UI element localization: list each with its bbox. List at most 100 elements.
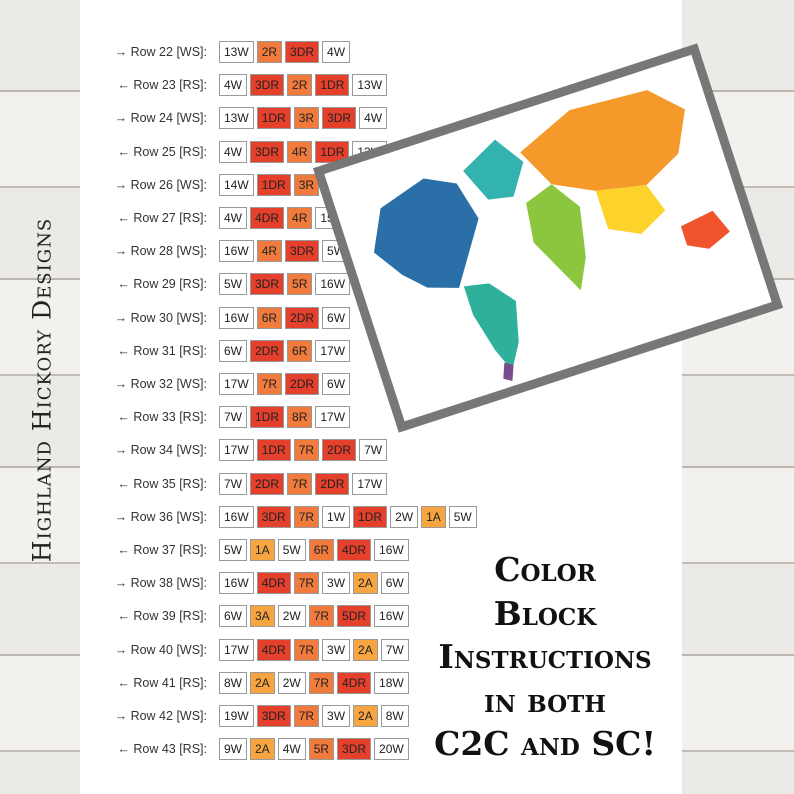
pattern-row: → Row 34 [WS]: 17W 1DR 7R 2DR 7W: [80, 438, 390, 462]
color-block: 20W: [374, 738, 409, 761]
color-block: 2R: [287, 74, 313, 97]
color-block: 1DR: [250, 406, 285, 429]
color-block: 6W: [322, 306, 351, 329]
color-block: 7R: [293, 638, 320, 661]
color-block: 4DR: [250, 207, 285, 229]
color-block: 7W: [380, 638, 409, 661]
row-label: → Row 24 [WS]:: [114, 111, 207, 126]
color-block: 5W: [448, 505, 477, 528]
color-block: 1DR: [353, 505, 388, 528]
color-block: 1A: [421, 505, 446, 528]
row-label: ← Row 31 [RS]:: [117, 343, 207, 358]
color-block: 4DR: [337, 671, 372, 694]
pattern-row: ← Row 37 [RS]: 5W 1A 5W 6R 4DR 16W: [80, 538, 412, 562]
pattern-row: → Row 24 [WS]: 13W 1DR 3R 3DR 4W: [80, 106, 390, 130]
color-block: 4DR: [256, 572, 291, 595]
promo-line: Instructions: [438, 637, 652, 676]
color-block: 3W: [322, 638, 351, 661]
color-block: 4W: [219, 140, 247, 163]
color-block: 2DR: [250, 472, 285, 495]
color-block: 3DR: [256, 705, 291, 727]
color-block: 2DR: [250, 339, 285, 362]
color-block: 6R: [256, 306, 283, 329]
color-block: 14W: [219, 173, 254, 196]
color-block: 5W: [219, 273, 247, 296]
color-block: 2W: [390, 505, 419, 528]
color-block: 16W: [374, 539, 409, 561]
color-block: 3DR: [285, 41, 320, 63]
color-block: 6W: [219, 339, 247, 362]
color-block: 3W: [322, 705, 351, 727]
pattern-row: ← Row 39 [RS]: 6W 3A 2W 7R 5DR 16W: [80, 604, 412, 628]
row-label: → Row 22 [WS]:: [114, 45, 207, 59]
color-block: 7W: [219, 406, 247, 429]
promo-line: C2C and SC!: [434, 724, 656, 763]
row-label: → Row 30 [WS]:: [114, 310, 207, 325]
color-block: 16W: [374, 605, 409, 628]
color-block: 6R: [287, 339, 313, 362]
color-block: 3DR: [322, 107, 357, 130]
color-block: 5DR: [337, 605, 372, 628]
pattern-row: ← Row 43 [RS]: 9W 2A 4W 5R 3DR 20W: [80, 737, 412, 761]
color-block: 13W: [219, 107, 254, 130]
color-block: 7R: [293, 572, 320, 595]
row-label: ← Row 27 [RS]:: [117, 211, 207, 225]
color-block: 7R: [287, 472, 313, 495]
color-block: 17W: [219, 373, 254, 395]
color-block: 5R: [287, 273, 313, 296]
color-block: 18W: [374, 671, 409, 694]
color-block: 1DR: [256, 107, 291, 130]
color-block: 5W: [219, 539, 247, 561]
color-block: 2W: [277, 671, 306, 694]
color-block: 2R: [256, 41, 283, 63]
color-block: 17W: [219, 638, 254, 661]
color-block: 3DR: [250, 273, 285, 296]
color-block: 16W: [219, 505, 254, 528]
color-block: 13W: [352, 74, 388, 97]
color-block: 19W: [219, 705, 254, 727]
pattern-row: → Row 22 [WS]: 13W 2R 3DR 4W: [80, 40, 353, 64]
color-block: 4DR: [256, 638, 291, 661]
color-block: 17W: [219, 439, 254, 462]
row-label: → Row 36 [WS]:: [114, 509, 207, 524]
color-block: 2DR: [322, 439, 357, 462]
color-block: 4W: [219, 74, 247, 97]
row-label: ← Row 39 [RS]:: [117, 609, 207, 624]
color-block: 2DR: [315, 472, 350, 495]
color-block: 4R: [287, 140, 313, 163]
color-block: 9W: [219, 738, 247, 761]
promo-line: in both: [483, 680, 607, 720]
color-block: 8W: [219, 671, 247, 694]
row-label: → Row 34 [WS]:: [114, 443, 207, 458]
pattern-row: → Row 38 [WS]: 16W 4DR 7R 3W 2A 6W: [80, 571, 412, 595]
color-block: 7R: [308, 605, 335, 628]
row-label: ← Row 35 [RS]:: [117, 476, 207, 491]
pattern-row: → Row 40 [WS]: 17W 4DR 7R 3W 2A 7W: [80, 638, 412, 662]
color-block: 3DR: [256, 505, 291, 528]
color-block: 16W: [219, 306, 254, 329]
pattern-row: → Row 26 [WS]: 14W 1DR 3R: [80, 173, 322, 197]
color-block: 4W: [219, 207, 247, 229]
color-block: 8R: [287, 406, 313, 429]
color-block: 3W: [322, 572, 351, 595]
color-block: 2W: [277, 605, 306, 628]
color-block: 3DR: [250, 140, 285, 163]
color-block: 3R: [293, 107, 320, 130]
color-block: 3DR: [337, 738, 372, 761]
color-block: 6W: [380, 572, 409, 595]
pattern-row: → Row 42 [WS]: 19W 3DR 7R 3W 2A 8W: [80, 704, 412, 728]
promo-line: Color: [494, 550, 596, 589]
row-label: → Row 42 [WS]:: [114, 709, 207, 723]
row-label: ← Row 37 [RS]:: [117, 543, 207, 557]
row-label: ← Row 29 [RS]:: [117, 277, 207, 292]
row-label: ← Row 25 [RS]:: [117, 144, 207, 159]
pattern-row: ← Row 23 [RS]: 4W 3DR 2R 1DR 13W: [80, 73, 390, 97]
color-block: 1A: [250, 539, 275, 561]
color-block: 7W: [359, 439, 388, 462]
color-block: 1W: [322, 505, 351, 528]
color-block: 3DR: [285, 240, 320, 263]
color-block: 17W: [315, 406, 351, 429]
color-block: 6W: [322, 373, 351, 395]
color-block: 7R: [256, 373, 283, 395]
